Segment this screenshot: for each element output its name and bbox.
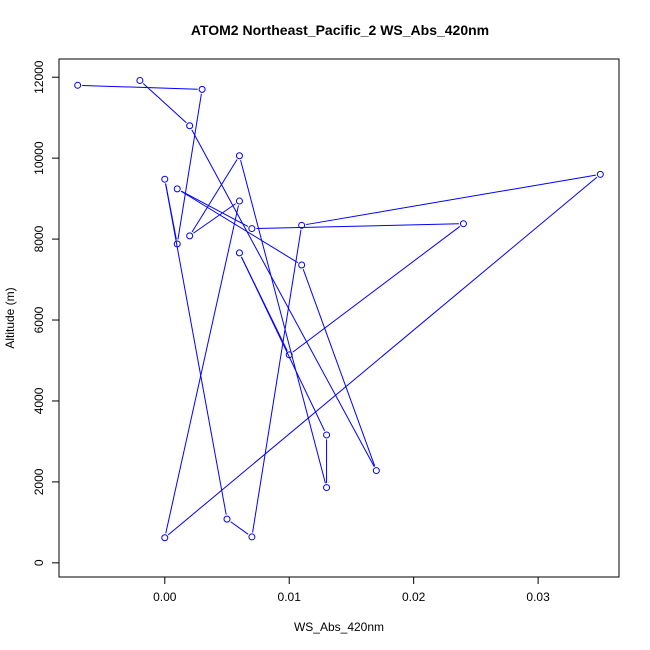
data-point bbox=[298, 261, 306, 269]
y-tick-label: 6000 bbox=[32, 306, 46, 333]
y-axis-label: Altitude (m) bbox=[3, 287, 17, 348]
series-segment bbox=[180, 190, 249, 227]
series-segment bbox=[142, 83, 187, 124]
series-segment bbox=[177, 93, 202, 240]
series-segment bbox=[167, 176, 598, 536]
y-tick-label: 2000 bbox=[32, 468, 46, 495]
data-point bbox=[186, 232, 194, 240]
x-tick-label: 0.01 bbox=[278, 590, 302, 604]
series-segment bbox=[180, 190, 299, 264]
series-segment bbox=[292, 226, 461, 353]
x-tick-label: 0.02 bbox=[402, 590, 426, 604]
data-point bbox=[459, 220, 467, 228]
data-point bbox=[198, 85, 206, 93]
data-point bbox=[235, 249, 243, 257]
series-segment bbox=[302, 269, 376, 467]
data-point bbox=[285, 351, 293, 359]
data-point bbox=[323, 431, 331, 439]
data-point bbox=[323, 484, 331, 492]
series-segment bbox=[240, 159, 326, 484]
data-point bbox=[248, 225, 256, 233]
y-tick-label: 4000 bbox=[32, 387, 46, 414]
y-tick-label: 0 bbox=[32, 559, 46, 566]
data-point bbox=[223, 515, 231, 523]
data-series bbox=[74, 76, 604, 542]
series-segment bbox=[82, 84, 198, 90]
series-segment bbox=[193, 203, 237, 234]
data-point bbox=[173, 240, 181, 248]
series-segment bbox=[240, 256, 288, 352]
series-segment bbox=[191, 129, 375, 467]
x-axis-label: WS_Abs_420nm bbox=[294, 620, 384, 634]
data-point bbox=[173, 185, 181, 193]
x-tick-label: 0.03 bbox=[526, 590, 550, 604]
data-point bbox=[161, 175, 169, 183]
y-tick-label: 12000 bbox=[32, 60, 46, 94]
chart-title: ATOM2 Northeast_Pacific_2 WS_Abs_420nm bbox=[191, 22, 489, 38]
data-point bbox=[596, 170, 604, 178]
data-point bbox=[74, 81, 82, 89]
x-axis: 0.00 0.01 0.02 0.03 bbox=[153, 576, 550, 604]
data-point bbox=[248, 533, 256, 541]
series-segment bbox=[256, 223, 459, 229]
series-segment bbox=[165, 205, 239, 534]
series-segment bbox=[306, 174, 596, 226]
data-point bbox=[161, 534, 169, 542]
y-tick-label: 10000 bbox=[32, 141, 46, 175]
data-point bbox=[372, 467, 380, 475]
series-segment bbox=[165, 183, 227, 515]
data-point bbox=[235, 197, 243, 205]
x-tick-label: 0.00 bbox=[153, 590, 177, 604]
series-segment bbox=[191, 159, 238, 233]
data-point bbox=[136, 76, 144, 84]
data-point bbox=[298, 221, 306, 229]
series-segment bbox=[252, 229, 302, 533]
series-segment bbox=[230, 521, 249, 535]
data-point bbox=[235, 152, 243, 160]
data-point bbox=[186, 122, 194, 130]
y-tick-label: 8000 bbox=[32, 225, 46, 252]
y-axis: 0 2000 4000 6000 8000 10000 12000 bbox=[32, 60, 60, 566]
